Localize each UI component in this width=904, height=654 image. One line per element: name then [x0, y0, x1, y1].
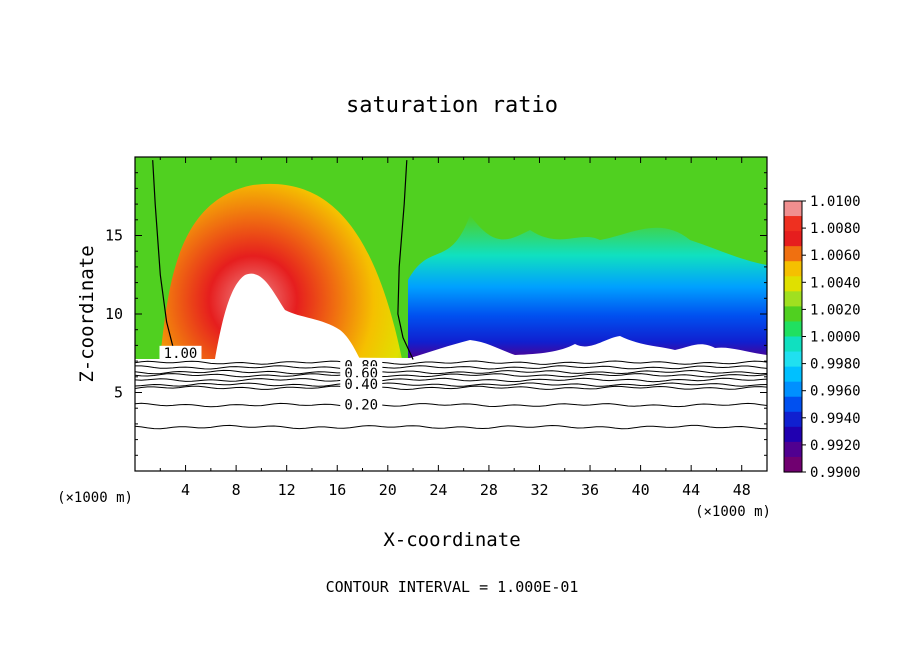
contour-line — [135, 369, 767, 375]
contour-labels: 1.000.800.600.400.20 — [159, 345, 383, 414]
saturation-contour-left — [152, 160, 175, 352]
cold-subsaturation-region — [408, 215, 767, 359]
colorbar-segment — [784, 426, 802, 443]
x-tick-label: 32 — [530, 481, 548, 499]
contour-label-background — [159, 345, 202, 360]
colorbar-label: 1.0100 — [810, 194, 861, 210]
y-axis: 5 10 15 — [105, 172, 767, 456]
colorbar-segment — [784, 456, 802, 473]
x-tick-label: 40 — [632, 481, 650, 499]
chart-title: saturation ratio — [346, 93, 558, 118]
contour-line — [135, 424, 767, 430]
contour-interval-footer: CONTOUR INTERVAL = 1.000E-01 — [326, 578, 579, 596]
x-tick-label: 16 — [328, 481, 346, 499]
colorbar-segment — [784, 246, 802, 262]
x-tick-label: 36 — [581, 481, 599, 499]
x-axis-label: X-coordinate — [383, 529, 520, 551]
colorbar-segment — [784, 321, 802, 338]
colorbar-segment — [784, 381, 802, 398]
lower-ground-region — [135, 336, 767, 471]
colorbar-label: 1.0000 — [810, 330, 861, 346]
colorbar-label: 0.9940 — [810, 411, 861, 427]
x-unit-right: (×1000 m) — [695, 504, 771, 520]
x-tick-label: 12 — [278, 481, 296, 499]
contour-line — [135, 373, 767, 378]
contour-line — [135, 382, 767, 387]
contour-label-background — [340, 397, 383, 412]
colorbar-label: 1.0040 — [810, 275, 861, 291]
colorbar-segment — [784, 306, 802, 323]
x-tick-label: 8 — [232, 481, 241, 499]
contour-label: 0.40 — [344, 377, 378, 393]
colorbar-label: 1.0020 — [810, 302, 861, 318]
supersaturated-cloud-region — [215, 273, 360, 359]
y-tick-label: 10 — [105, 305, 123, 323]
x-tick-label: 4 — [181, 481, 190, 499]
x-tick-label: 48 — [733, 481, 751, 499]
colorbar-segment — [784, 336, 802, 353]
colorbar-segment — [784, 276, 802, 292]
y-axis-label: Z-coordinate — [76, 245, 98, 382]
contour-line — [135, 402, 767, 408]
contour-lines — [135, 360, 767, 430]
colorbar: 1.0100 1.0080 1.0060 1.0040 1.0020 1.0000 0.99… — [783, 194, 861, 481]
colorbar-label: 1.0060 — [810, 248, 861, 264]
contour-line — [135, 365, 767, 370]
x-axis: 4 8 12 16 20 24 28 32 36 40 44 48 — [159, 157, 751, 499]
colorbar-label: 0.9900 — [810, 465, 861, 481]
colorbar-segment — [784, 231, 802, 247]
contour-label-background — [340, 377, 383, 392]
warm-saturation-region — [160, 183, 402, 359]
colorbar-label: 0.9920 — [810, 438, 861, 454]
contour-line — [135, 385, 767, 391]
colorbar-segment — [784, 411, 802, 428]
contour-label-background — [340, 366, 383, 381]
colorbar-segment — [784, 396, 802, 413]
colorbar-segment — [784, 366, 802, 383]
colorbar-label: 0.9960 — [810, 384, 861, 400]
x-unit-left: (×1000 m) — [57, 490, 133, 506]
contour-line — [135, 377, 767, 383]
y-tick-label: 15 — [105, 227, 123, 245]
saturation-contour-right — [397, 160, 414, 360]
contour-line — [135, 360, 767, 365]
x-tick-label: 28 — [480, 481, 498, 499]
contour-label: 0.20 — [344, 398, 378, 414]
x-tick-label: 44 — [682, 481, 700, 499]
x-tick-label: 20 — [379, 481, 397, 499]
y-tick-label: 5 — [114, 384, 123, 402]
plot-area: 1.000.800.600.400.20 — [135, 157, 767, 471]
colorbar-segment — [784, 261, 802, 277]
colorbar-segment — [784, 201, 802, 217]
colorbar-segment — [784, 351, 802, 368]
colorbar-segment — [784, 291, 802, 307]
colorbar-label: 1.0080 — [810, 221, 861, 237]
contour-label: 1.00 — [164, 346, 198, 362]
colorbar-label: 0.9980 — [810, 357, 861, 373]
colorbar-segment — [784, 441, 802, 458]
colorbar-segment — [784, 216, 802, 232]
x-tick-label: 24 — [429, 481, 447, 499]
